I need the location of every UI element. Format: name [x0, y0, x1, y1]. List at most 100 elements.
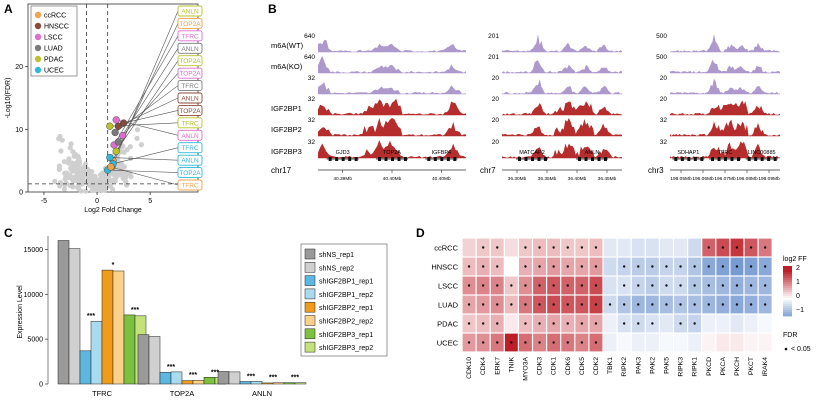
- significance-dot: [566, 265, 569, 268]
- significance-dot: [496, 341, 499, 344]
- background-point: [67, 145, 73, 151]
- bar: [112, 270, 125, 385]
- significance-dot: [524, 284, 527, 287]
- exon: [397, 157, 401, 161]
- bar-legend-label: shNS_rep1: [319, 252, 354, 259]
- track-label: IGF2BP3: [271, 147, 302, 156]
- significance-dot: [496, 322, 499, 325]
- bar: [159, 372, 172, 385]
- genomic-tick-label: 196.09Mb: [758, 176, 780, 182]
- significance-dot: [566, 341, 569, 344]
- bar-y-tick-label: 0: [39, 382, 43, 389]
- label-connector: [115, 60, 179, 152]
- bar: [239, 381, 252, 385]
- volcano-axes: -5 0 5 0 10 20: [15, 64, 152, 205]
- significance-dot: [622, 284, 626, 287]
- significance-label: ***: [87, 313, 95, 320]
- significance-dot: [566, 284, 569, 287]
- heatmap-cell: [674, 238, 687, 257]
- significance-dot: [552, 322, 555, 325]
- colorbar-segment: [783, 304, 792, 307]
- heatmap-cell: [603, 257, 617, 276]
- background-point: [56, 163, 63, 169]
- signal-track: [502, 79, 622, 94]
- heatmap-cell: [688, 333, 702, 352]
- heatmap-cell: [730, 314, 744, 333]
- track-scale-label: 20: [492, 96, 500, 103]
- significance-dot: [566, 322, 569, 325]
- exon: [384, 157, 388, 161]
- significance-dot: [524, 246, 527, 249]
- bar: [123, 314, 136, 385]
- significance-dot: [693, 265, 696, 268]
- background-point: [134, 135, 140, 141]
- heatmap-cell: [674, 333, 687, 352]
- background-point: [78, 188, 84, 194]
- background-point: [57, 183, 63, 189]
- panel-letter-d: D: [416, 226, 425, 240]
- track-scale-label: 201: [488, 33, 499, 40]
- significance-dot: [637, 265, 640, 268]
- significance-label: ***: [211, 369, 219, 376]
- label-connector: [109, 157, 179, 161]
- background-point: [62, 176, 68, 182]
- significance-dot: [665, 284, 668, 287]
- bar: [272, 382, 285, 385]
- gene-label-box: [177, 80, 203, 92]
- colorbar-segment: [783, 296, 792, 299]
- label-connector: [107, 169, 179, 173]
- significance-dot: [481, 284, 485, 287]
- volcano-y-label: -Log10(FDR): [5, 78, 12, 119]
- colorbar-segment: [783, 308, 792, 311]
- background-point: [100, 181, 106, 187]
- bar-legend-swatch: [304, 341, 316, 353]
- exon: [604, 157, 607, 161]
- heatmap-cell: [603, 238, 617, 257]
- bar: [283, 382, 296, 385]
- legend-swatch: [34, 66, 42, 74]
- gene-label-box: [177, 5, 203, 17]
- genomic-tick-label: 40.40Mb: [432, 176, 451, 182]
- significance-dot: [749, 265, 753, 268]
- background-point: [89, 182, 95, 188]
- heatmap-column-label: PAK3: [635, 357, 642, 374]
- genomic-tick-label: 40.39Mb: [333, 176, 352, 182]
- background-point: [68, 141, 74, 147]
- gene-label-box: [177, 42, 203, 54]
- significance-dot: [481, 341, 485, 344]
- significance-dot: [693, 322, 696, 325]
- heatmap-cell: [603, 276, 617, 295]
- bar-legend-swatch: [304, 248, 316, 260]
- significance-dot: [481, 303, 485, 306]
- significance-dot: [552, 265, 555, 268]
- track-label: m6A(KO): [271, 62, 303, 71]
- panel-letter-a: A: [4, 2, 13, 16]
- background-point: [69, 168, 75, 174]
- heatmap-column-label: PKCH: [734, 357, 741, 376]
- bar: [261, 382, 274, 385]
- significance-dot: [735, 284, 739, 287]
- significance-label: ***: [167, 364, 175, 371]
- gene-label: TOP2A: [179, 71, 201, 78]
- significance-dot: [580, 265, 584, 268]
- signal-track: [670, 119, 780, 136]
- gene-label: TOP2A: [179, 170, 201, 177]
- heatmap-column-label: CDK10: [466, 357, 473, 379]
- genomic-tick-label: 36.35Mb: [538, 176, 557, 182]
- y-tick-label: 10: [15, 127, 23, 134]
- track-scale-label: 500: [656, 54, 667, 61]
- bar-y-label: Expression Level: [17, 285, 24, 339]
- exon: [687, 157, 691, 161]
- significance-dot: [707, 284, 710, 287]
- exon: [584, 157, 588, 161]
- gene-name: TOP2A: [383, 150, 401, 156]
- background-point: [52, 178, 58, 184]
- exon: [440, 157, 444, 161]
- exon: [760, 157, 764, 161]
- track-label: m6A(WT): [271, 41, 304, 50]
- bar-category-label: TFRC: [92, 389, 113, 398]
- background-point: [73, 175, 79, 181]
- bar: [90, 320, 103, 385]
- exon: [717, 157, 721, 161]
- legend-swatch: [34, 55, 42, 63]
